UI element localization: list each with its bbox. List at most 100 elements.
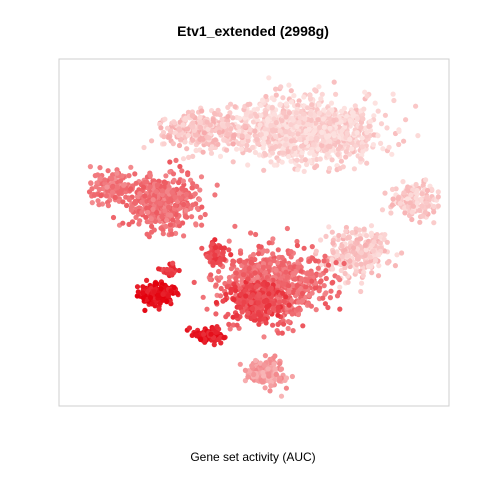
- data-point: [194, 183, 200, 189]
- data-point: [286, 110, 292, 116]
- data-point: [141, 144, 147, 151]
- data-point: [233, 276, 239, 282]
- data-point: [209, 144, 215, 150]
- data-point: [230, 322, 236, 328]
- data-point: [264, 298, 270, 304]
- data-point: [351, 166, 357, 172]
- data-point: [358, 250, 364, 256]
- data-point: [292, 276, 298, 282]
- data-point: [370, 248, 376, 254]
- data-point: [135, 289, 141, 295]
- data-point: [180, 122, 186, 128]
- data-point: [181, 201, 187, 208]
- data-point: [266, 291, 272, 297]
- data-point: [105, 203, 111, 209]
- data-point: [229, 262, 236, 268]
- data-point: [228, 126, 234, 132]
- data-point: [202, 211, 208, 218]
- data-point: [290, 117, 296, 123]
- data-point: [198, 174, 205, 180]
- data-point: [307, 158, 313, 164]
- data-point: [175, 219, 181, 225]
- data-point: [217, 259, 223, 265]
- data-point: [367, 254, 373, 260]
- data-point: [296, 98, 302, 104]
- data-point: [254, 113, 260, 119]
- data-point: [239, 309, 245, 315]
- data-point: [212, 192, 218, 198]
- data-point: [354, 256, 361, 262]
- data-point: [257, 317, 263, 323]
- data-point: [159, 188, 166, 194]
- data-point: [408, 192, 414, 198]
- data-point: [242, 123, 248, 129]
- data-point: [294, 238, 300, 245]
- data-point: [263, 131, 269, 137]
- data-point: [230, 141, 236, 147]
- data-point: [227, 326, 233, 332]
- data-point: [280, 150, 286, 156]
- data-point: [299, 150, 305, 156]
- data-point: [219, 116, 225, 122]
- data-point: [247, 126, 253, 133]
- data-point: [320, 138, 326, 144]
- data-point: [300, 297, 306, 304]
- data-point: [213, 329, 219, 335]
- data-point: [213, 282, 219, 288]
- data-point: [218, 285, 224, 292]
- data-point: [179, 185, 185, 192]
- data-point: [335, 275, 341, 281]
- data-point: [291, 271, 297, 278]
- data-point: [177, 163, 183, 170]
- data-point: [305, 271, 311, 277]
- data-point: [286, 82, 292, 88]
- data-point: [249, 363, 255, 369]
- data-point: [190, 181, 196, 187]
- data-point: [370, 142, 376, 148]
- data-point: [298, 276, 305, 282]
- data-point: [352, 103, 358, 109]
- data-point: [271, 361, 277, 367]
- data-point: [249, 144, 256, 151]
- data-point: [282, 129, 289, 135]
- data-point: [365, 263, 371, 270]
- data-point: [420, 213, 426, 219]
- data-point: [321, 107, 327, 113]
- data-point: [98, 193, 104, 199]
- data-point: [176, 142, 183, 149]
- data-point: [317, 124, 323, 131]
- data-point: [313, 248, 319, 254]
- data-point: [342, 270, 348, 277]
- data-point: [409, 216, 415, 223]
- data-point: [212, 137, 218, 143]
- data-point: [336, 232, 342, 239]
- data-point: [291, 93, 297, 99]
- data-point: [363, 247, 369, 253]
- data-point: [128, 207, 134, 213]
- data-point: [279, 330, 285, 336]
- data-point: [294, 123, 300, 129]
- data-point: [261, 167, 267, 173]
- data-point: [105, 168, 111, 174]
- data-point: [258, 244, 264, 250]
- data-point: [288, 99, 294, 105]
- data-point: [311, 130, 317, 136]
- data-point: [363, 233, 370, 239]
- data-point: [224, 147, 230, 153]
- data-point: [285, 325, 291, 332]
- data-point: [345, 279, 351, 285]
- data-point: [225, 121, 231, 127]
- data-point: [288, 88, 294, 94]
- data-point: [213, 311, 219, 317]
- data-point: [389, 202, 395, 208]
- data-point: [322, 301, 328, 307]
- data-point: [160, 227, 166, 233]
- data-point: [275, 247, 281, 253]
- data-point: [265, 366, 271, 372]
- data-point: [260, 97, 266, 103]
- data-point: [288, 122, 294, 128]
- data-point: [147, 184, 153, 190]
- data-point: [159, 214, 165, 220]
- data-point: [254, 283, 260, 289]
